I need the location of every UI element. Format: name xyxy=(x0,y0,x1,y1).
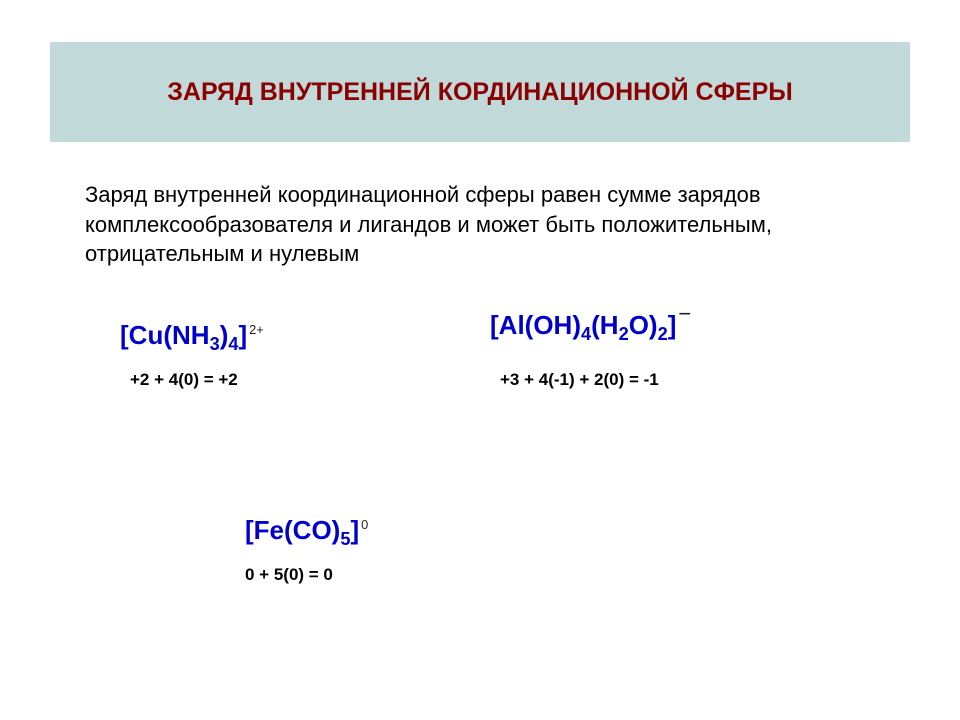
calculation-2: +3 + 4(-1) + 2(0) = -1 xyxy=(500,370,659,390)
charge-2: − xyxy=(678,301,691,327)
bracket-close: ] xyxy=(238,320,247,350)
subscript: 2 xyxy=(658,324,668,344)
metal: Cu xyxy=(129,320,164,350)
calculation-1: +2 + 4(0) = +2 xyxy=(130,370,238,390)
bracket-close: ] xyxy=(350,515,359,545)
title-container: ЗАРЯД ВНУТРЕННЕЙ КОРДИНАЦИОННОЙ СФЕРЫ xyxy=(50,42,910,142)
bracket-open: [ xyxy=(120,320,129,350)
formula-1: [Cu(NH3)4] 2+ xyxy=(120,320,264,355)
ligand: (CO) xyxy=(284,515,340,545)
bracket-open: [ xyxy=(490,310,499,340)
formula-3-content: [Fe(CO)5] xyxy=(245,515,359,550)
formula-2-content: [Al(OH)4(H2O)2] xyxy=(490,310,676,345)
ligand: (OH) xyxy=(525,310,581,340)
charge-3: 0 xyxy=(361,517,368,532)
subscript: 4 xyxy=(228,334,238,354)
bracket-open: [ xyxy=(245,515,254,545)
charge-1: 2+ xyxy=(249,322,264,337)
formula-2: [Al(OH)4(H2O)2] − xyxy=(490,310,691,345)
description-text: Заряд внутренней координационной сферы р… xyxy=(85,180,845,269)
subscript: 3 xyxy=(210,334,220,354)
ligand: (H xyxy=(591,310,618,340)
subscript: 5 xyxy=(340,529,350,549)
subscript: 2 xyxy=(619,324,629,344)
formula-3: [Fe(CO)5] 0 xyxy=(245,515,368,550)
metal: Fe xyxy=(254,515,284,545)
bracket-close: ] xyxy=(668,310,677,340)
calculation-3: 0 + 5(0) = 0 xyxy=(245,565,333,585)
formula-1-content: [Cu(NH3)4] xyxy=(120,320,247,355)
oxygen: O) xyxy=(629,310,658,340)
subscript: 4 xyxy=(581,324,591,344)
metal: Al xyxy=(499,310,525,340)
page-title: ЗАРЯД ВНУТРЕННЕЙ КОРДИНАЦИОННОЙ СФЕРЫ xyxy=(167,78,793,107)
ligand: (NH xyxy=(163,320,209,350)
